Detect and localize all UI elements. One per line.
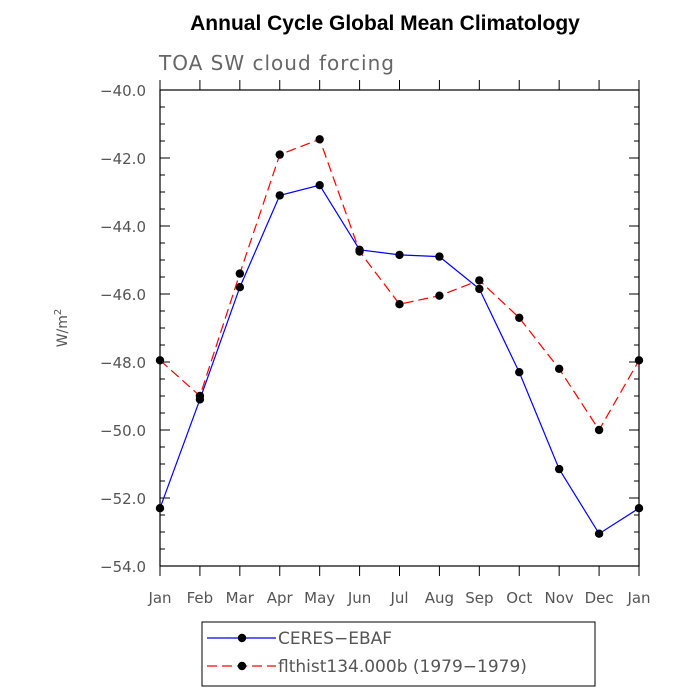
data-point	[155, 504, 165, 513]
data-point	[395, 300, 404, 309]
x-tick-label: Feb	[187, 589, 214, 607]
data-point	[235, 283, 245, 292]
axes: −54.0 −52.0 −50.0 −48.0 −46.0 −44.0 −42.0 −40.0…	[100, 80, 651, 607]
y-tick-label: −42.0	[100, 150, 146, 168]
series-line	[159, 184, 640, 535]
data-point	[435, 252, 444, 261]
data-point	[155, 356, 165, 365]
data-point	[395, 250, 404, 260]
data-point	[475, 276, 484, 285]
x-tick-label: Sep	[465, 589, 493, 607]
y-tick-label: −52.0	[100, 490, 146, 508]
data-point	[475, 284, 484, 294]
legend-entry-label: flthist134.000b (1979−1979)	[278, 657, 527, 677]
x-tick-label: Jan	[147, 589, 171, 607]
y-tick-label: −48.0	[100, 354, 146, 372]
y-axis-label: W/m2	[53, 309, 71, 348]
series-2	[155, 135, 644, 435]
y-tick-label: −50.0	[100, 422, 146, 440]
x-tick-label: Nov	[545, 589, 574, 607]
y-axis-label-text: W/m	[55, 315, 71, 347]
data-point	[195, 391, 205, 401]
plot-frame	[159, 89, 640, 567]
x-tick-label: Aug	[425, 589, 454, 607]
data-point	[315, 135, 324, 144]
y-tick-label: −44.0	[100, 218, 146, 236]
x-tick-label: Jul	[389, 589, 408, 607]
x-tick-label: Apr	[267, 589, 294, 607]
x-tick-label: May	[304, 589, 335, 607]
legend-entry-label: CERES−EBAF	[278, 629, 392, 649]
legend-box	[201, 621, 596, 687]
y-tick-label: −54.0	[100, 558, 146, 576]
legend: CERES−EBAF flthist134.000b (1979−1979)	[201, 621, 596, 687]
data-point	[515, 368, 524, 377]
legend-marker	[237, 661, 247, 671]
y-tick-label: −46.0	[100, 286, 146, 304]
data-point	[594, 529, 604, 538]
x-tick-label: Dec	[585, 589, 614, 607]
data-point	[235, 269, 245, 278]
chart-subtitle: TOA SW cloud forcing	[158, 51, 395, 75]
data-point	[554, 364, 564, 373]
data-point	[275, 191, 284, 200]
series-layer	[155, 135, 644, 538]
data-point	[515, 313, 524, 322]
series-1	[155, 181, 644, 538]
data-point	[355, 247, 364, 256]
data-point	[634, 356, 644, 365]
data-point	[435, 291, 444, 300]
y-tick-label: −40.0	[100, 82, 146, 100]
data-point	[554, 464, 564, 474]
x-tick-label: Jun	[347, 589, 371, 607]
data-point	[594, 425, 604, 435]
x-tick-label: Mar	[226, 589, 255, 607]
data-point	[315, 181, 324, 190]
x-tick-label: Oct	[506, 589, 532, 607]
data-point	[275, 150, 284, 159]
legend-marker	[237, 633, 247, 643]
svg-text:W/m2: W/m2	[53, 309, 71, 348]
series-line	[159, 138, 640, 432]
data-point	[634, 504, 644, 513]
y-axis-label-superscript: 2	[53, 309, 64, 315]
chart-title: Annual Cycle Global Mean Climatology	[190, 12, 580, 35]
x-tick-label: Jan	[626, 589, 650, 607]
